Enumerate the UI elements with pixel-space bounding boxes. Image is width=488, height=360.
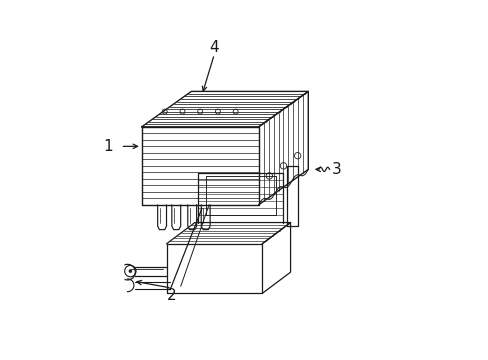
Text: 2: 2: [167, 288, 176, 303]
Text: 4: 4: [209, 40, 219, 55]
Text: 3: 3: [331, 162, 341, 177]
Text: 1: 1: [103, 139, 113, 154]
Circle shape: [129, 270, 132, 273]
